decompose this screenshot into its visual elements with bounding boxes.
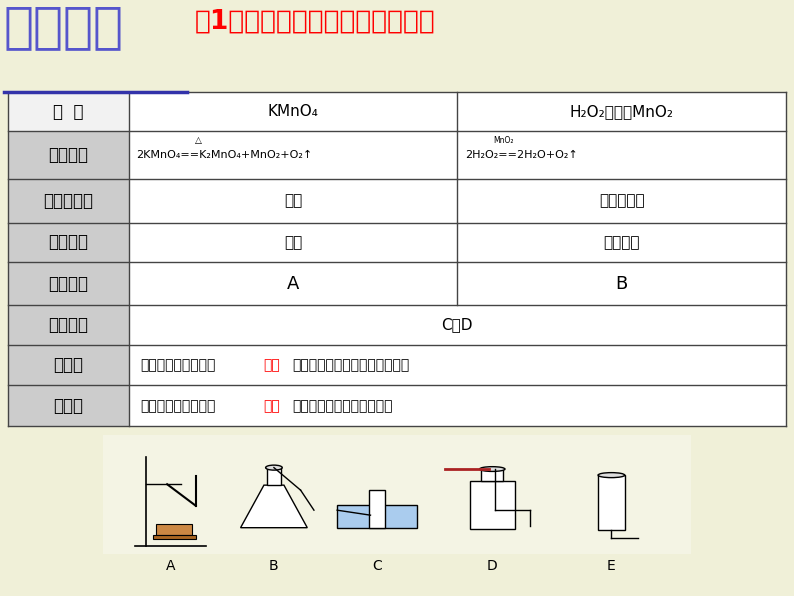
Text: 用带火星的木条伸进: 用带火星的木条伸进	[141, 358, 216, 372]
Text: 2KMnO₄==K₂MnO₄+MnO₂+O₂↑: 2KMnO₄==K₂MnO₄+MnO₂+O₂↑	[137, 150, 313, 160]
Bar	[8, 131, 129, 179]
Bar	[8, 344, 129, 386]
Text: 发生装置: 发生装置	[48, 275, 88, 293]
Bar	[129, 386, 457, 426]
Text: 反应条件: 反应条件	[48, 233, 88, 252]
Bar	[457, 222, 786, 262]
Text: 固体、液体: 固体、液体	[599, 193, 645, 209]
Text: 加热: 加热	[283, 235, 302, 250]
Bar	[457, 305, 786, 344]
Text: ，木条复燃，则证明已满。: ，木条复燃，则证明已满。	[292, 399, 392, 413]
Bar	[129, 305, 457, 344]
Text: A: A	[166, 559, 175, 573]
Bar	[103, 435, 691, 554]
Ellipse shape	[265, 465, 283, 470]
Bar	[337, 505, 417, 527]
Text: △: △	[195, 136, 202, 145]
Bar	[8, 262, 129, 305]
Text: D: D	[487, 559, 498, 573]
Bar	[457, 179, 786, 222]
Bar	[481, 469, 503, 481]
Bar	[457, 92, 786, 131]
Text: MnO₂: MnO₂	[493, 136, 514, 145]
Text: 反应原理: 反应原理	[48, 146, 88, 164]
Text: 温故知新: 温故知新	[4, 3, 124, 51]
Bar	[129, 344, 457, 386]
Text: B: B	[615, 275, 628, 293]
Bar	[129, 262, 457, 305]
Ellipse shape	[598, 473, 625, 477]
Bar	[470, 481, 515, 529]
Text: ，木条复燃，则该气体是氧气。: ，木条复燃，则该气体是氧气。	[292, 358, 410, 372]
Bar	[129, 131, 457, 179]
Bar	[8, 386, 129, 426]
Bar	[457, 386, 786, 426]
Bar	[129, 179, 457, 222]
Bar	[457, 344, 786, 386]
Bar	[156, 524, 192, 535]
Text: 2H₂O₂==2H₂O+O₂↑: 2H₂O₂==2H₂O+O₂↑	[465, 150, 578, 160]
Text: B: B	[269, 559, 279, 573]
Text: 不需加热: 不需加热	[603, 235, 640, 250]
Bar	[129, 222, 457, 262]
Bar	[598, 475, 625, 530]
Bar	[8, 179, 129, 222]
Text: A: A	[287, 275, 299, 293]
Bar	[8, 305, 129, 344]
Polygon shape	[241, 485, 307, 527]
Text: C或D: C或D	[441, 318, 473, 333]
Bar	[457, 131, 786, 179]
Text: 验迹法: 验迹法	[53, 356, 83, 374]
Text: KMnO₄: KMnO₄	[268, 104, 318, 119]
Text: 收集装置: 收集装置	[48, 316, 88, 334]
Bar	[268, 468, 280, 485]
Bar	[368, 490, 386, 527]
Text: 瓶口: 瓶口	[264, 399, 280, 413]
Bar	[8, 92, 129, 131]
Text: 反应物状态: 反应物状态	[43, 192, 93, 210]
Text: E: E	[607, 559, 616, 573]
Text: 用带火星的木条放在: 用带火星的木条放在	[141, 399, 216, 413]
Text: 药  品: 药 品	[53, 103, 83, 120]
Bar	[129, 92, 457, 131]
Text: 表1：实验室制取氧气的知识回顾: 表1：实验室制取氧气的知识回顾	[195, 9, 435, 35]
Text: C: C	[372, 559, 382, 573]
Text: 瓶内: 瓶内	[264, 358, 280, 372]
Bar	[457, 262, 786, 305]
Ellipse shape	[480, 467, 505, 471]
Text: 验满法: 验满法	[53, 397, 83, 415]
Bar	[152, 535, 195, 539]
Text: H₂O₂溶液和MnO₂: H₂O₂溶液和MnO₂	[569, 104, 673, 119]
Bar	[8, 222, 129, 262]
Text: 固体: 固体	[283, 193, 302, 209]
